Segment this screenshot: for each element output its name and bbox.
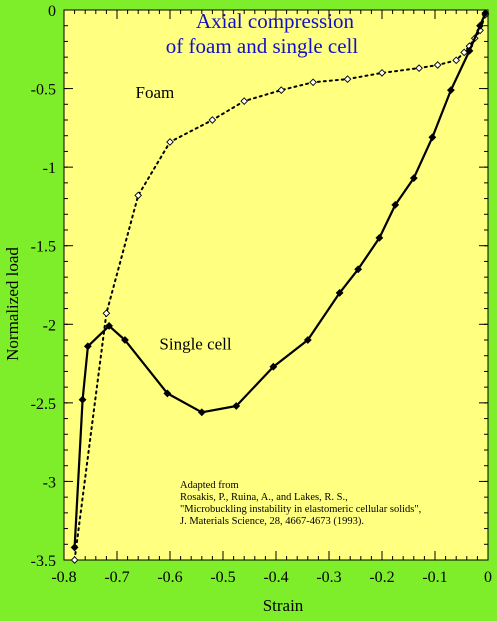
single-cell-point	[409, 174, 418, 183]
x-tick-label: 0	[484, 569, 492, 586]
single-cell-point	[391, 200, 400, 209]
foam-point	[134, 191, 143, 200]
x-tick-label: -0.7	[104, 569, 129, 586]
single-cell-point	[78, 395, 87, 404]
plot-area	[63, 9, 489, 561]
single-cell-point	[83, 342, 92, 351]
single-cell-point	[465, 46, 474, 55]
foam-point	[102, 309, 111, 318]
single-cell-point	[121, 336, 129, 344]
y-tick-label: 0	[48, 3, 56, 20]
single-cell-point	[428, 133, 437, 142]
foam-point	[240, 97, 249, 105]
foam-point	[378, 69, 386, 77]
foam-point	[433, 61, 442, 69]
y-tick-label: -2	[43, 317, 56, 334]
single-cell-label: Single cell	[159, 334, 232, 353]
single-cell-point	[105, 321, 113, 330]
x-tick-label: -0.1	[422, 569, 447, 586]
x-tick-label: -0.3	[316, 569, 341, 586]
credit-line-3: "Microbuckling instability in elastomeri…	[180, 504, 421, 515]
chart-title-line-2: of foam and single cell	[166, 34, 359, 58]
x-tick-label: -0.2	[369, 569, 394, 586]
single-cell-point	[269, 362, 278, 371]
single-cell-point	[354, 265, 363, 274]
single-cell-point	[481, 9, 490, 18]
series-layer	[70, 9, 490, 564]
y-tick-label: -3	[43, 474, 56, 491]
single-cell-point	[476, 21, 484, 30]
single-cell-point	[70, 543, 79, 552]
x-axis-label: Strain	[263, 596, 304, 615]
y-tick-label: -0.5	[31, 82, 56, 99]
credit-line-2: Rosakis, P., Ruina, A., and Lakes, R. S.…	[180, 492, 348, 503]
single-cell-line	[73, 12, 487, 548]
y-tick-label: -1	[43, 160, 56, 177]
axes: -0.8 -0.7 -0.6 -0.5 -0.4 -0.3 -0.2 -0.1 0 0 -0.5 -1…	[31, 3, 492, 586]
single-cell-point	[375, 233, 384, 242]
x-tick-label: -0.4	[263, 569, 288, 586]
credit-line-4: J. Materials Science, 28, 4667-4673 (199…	[180, 516, 364, 527]
y-tick-label: -2.5	[31, 396, 56, 413]
y-tick-label: -3.5	[31, 553, 56, 570]
x-tick-label: -0.5	[210, 569, 235, 586]
y-tick-label: -1.5	[31, 239, 56, 256]
single-cell-point	[232, 402, 241, 410]
foam-point	[452, 56, 461, 65]
foam-label: Foam	[136, 83, 175, 102]
credit-line-1: Adapted from	[180, 480, 239, 491]
foam-point	[166, 138, 174, 146]
single-cell-point	[303, 336, 312, 344]
x-tick-label: -0.8	[51, 569, 76, 586]
foam-point	[415, 64, 423, 72]
foam-point	[208, 116, 217, 124]
foam-point	[309, 78, 317, 87]
chart-title-line-1: Axial compression	[196, 9, 355, 33]
foam-point	[277, 86, 286, 94]
foam-point	[70, 556, 79, 564]
labels-layer: Axial compression of foam and single cel…	[3, 9, 421, 615]
single-cell-point	[197, 408, 206, 417]
y-axis-label: Normalized load	[3, 247, 22, 361]
foam-point	[343, 75, 352, 83]
single-cell-point	[163, 389, 172, 398]
x-tick-label: -0.6	[157, 569, 182, 586]
single-cell-point	[335, 288, 344, 297]
single-cell-point	[446, 86, 455, 95]
